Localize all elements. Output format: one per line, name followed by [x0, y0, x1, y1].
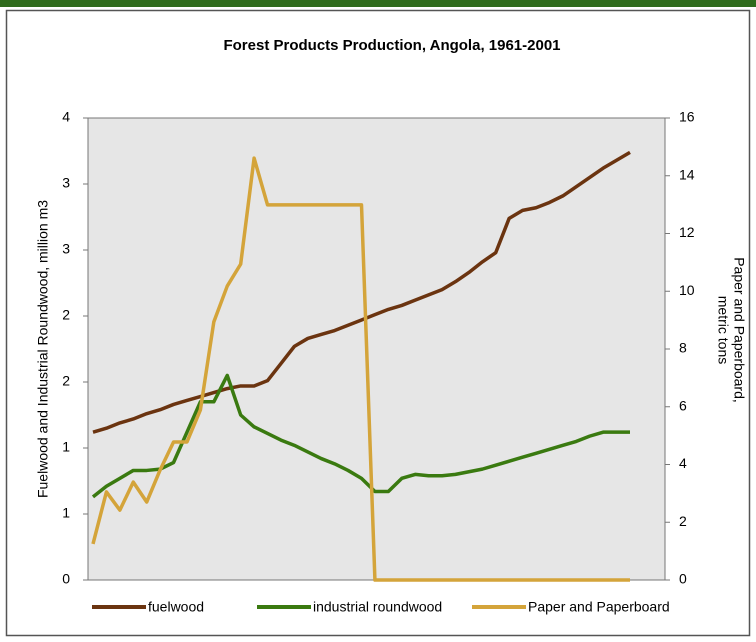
- y2-tick-label: 12: [679, 224, 695, 240]
- legend-label: fuelwood: [148, 599, 204, 615]
- y-tick-label: 4: [62, 109, 70, 125]
- plot-area: [87, 117, 666, 581]
- y-tick-label: 1: [62, 505, 70, 521]
- y2-tick-label: 2: [679, 513, 687, 529]
- y-tick-label: 2: [62, 373, 70, 389]
- y2-tick-label: 0: [679, 571, 687, 587]
- y-tick-label: 3: [62, 175, 70, 191]
- legend-label: Paper and Paperboard: [528, 599, 670, 615]
- y2-tick-label: 14: [679, 166, 695, 182]
- y2-tick-label: 4: [679, 455, 687, 471]
- series-line: [92, 150, 631, 434]
- series-line: [91, 156, 630, 582]
- y-tick-label: 0: [62, 571, 70, 587]
- y2-tick-label: 8: [679, 340, 687, 356]
- y2-tick-label: 6: [679, 397, 687, 413]
- y2-axis-label: metric tons: [715, 296, 731, 364]
- y-axis-label: Fuelwood and Industrial Roundwood, milli…: [35, 200, 51, 498]
- y-tick-label: 1: [62, 439, 70, 455]
- y2-tick-label: 10: [679, 282, 695, 298]
- y2-axis-label: Paper and Paperboard,: [731, 257, 747, 403]
- chart-title: Forest Products Production, Angola, 1961…: [223, 37, 560, 54]
- y2-tick-label: 16: [679, 109, 695, 125]
- legend-label: industrial roundwood: [313, 599, 442, 615]
- y-tick-label: 3: [62, 241, 70, 257]
- y-tick-label: 2: [62, 307, 70, 323]
- top-band: [0, 0, 756, 7]
